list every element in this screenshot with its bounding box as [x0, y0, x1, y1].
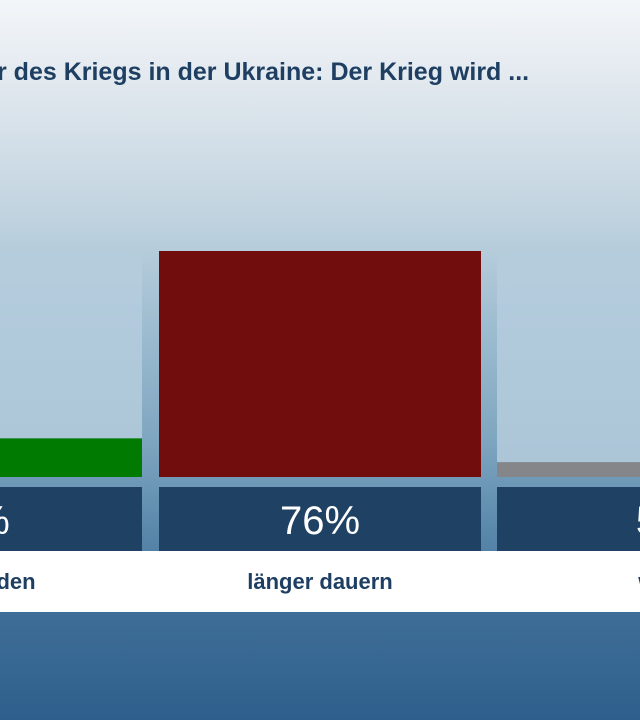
label-band: [0, 551, 640, 612]
value-label-box: [159, 487, 481, 551]
bar-track: [497, 251, 640, 477]
value-label: 76%: [280, 499, 360, 543]
category-label: wei…: [637, 569, 640, 594]
value-label: …%: [0, 499, 10, 543]
bar: [497, 462, 640, 477]
chart-title: …r des Kriegs in der Ukraine: Der Krieg …: [0, 58, 530, 86]
value-label-box: [0, 487, 142, 551]
value-label-box: [497, 487, 640, 551]
category-label: …ahr enden: [0, 569, 36, 594]
value-label: 5…: [636, 499, 640, 543]
bars-layer: …% …ahr enden 76% länger dauern 5… wei…: [0, 251, 640, 594]
bar: [159, 251, 481, 477]
category-label: länger dauern: [247, 569, 392, 594]
bar: [0, 438, 142, 477]
